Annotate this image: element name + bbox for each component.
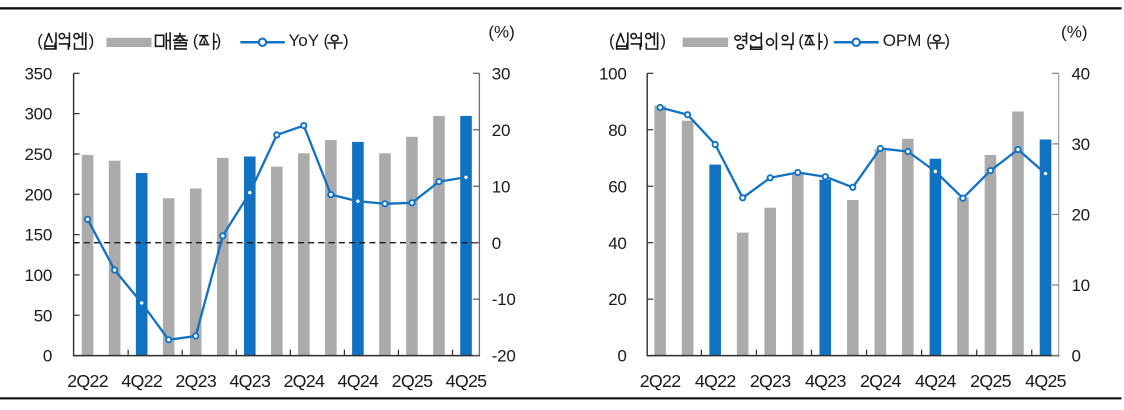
svg-text:40: 40 bbox=[1072, 64, 1090, 83]
svg-text:-10: -10 bbox=[492, 290, 516, 309]
svg-text:4Q23: 4Q23 bbox=[229, 371, 271, 391]
svg-text:250: 250 bbox=[25, 145, 52, 164]
svg-text:2Q25: 2Q25 bbox=[970, 371, 1012, 391]
svg-text:2Q22: 2Q22 bbox=[640, 371, 681, 391]
svg-text:60: 60 bbox=[608, 177, 626, 196]
svg-text:2Q22: 2Q22 bbox=[67, 371, 108, 391]
svg-text:0: 0 bbox=[43, 347, 52, 366]
svg-text:4Q22: 4Q22 bbox=[695, 371, 736, 391]
svg-text:): ) bbox=[89, 31, 95, 50]
svg-text:0: 0 bbox=[1072, 347, 1081, 366]
svg-text:): ) bbox=[660, 31, 666, 50]
svg-text:50: 50 bbox=[34, 306, 52, 325]
svg-text:): ) bbox=[343, 31, 349, 50]
svg-text:2Q23: 2Q23 bbox=[175, 371, 217, 391]
svg-text:30: 30 bbox=[492, 64, 510, 83]
svg-text:(: ( bbox=[37, 31, 43, 50]
svg-text:10: 10 bbox=[1072, 276, 1090, 295]
svg-text:4Q22: 4Q22 bbox=[121, 371, 162, 391]
svg-text:4Q24: 4Q24 bbox=[915, 371, 957, 391]
svg-text:(%): (%) bbox=[488, 22, 514, 41]
svg-text:200: 200 bbox=[25, 185, 52, 204]
svg-text:YoY (: YoY ( bbox=[289, 31, 330, 50]
svg-text:(%): (%) bbox=[1061, 22, 1087, 41]
svg-text:0: 0 bbox=[617, 347, 626, 366]
svg-text:80: 80 bbox=[608, 121, 626, 140]
svg-text:OPM (: OPM ( bbox=[883, 31, 932, 50]
svg-text:4Q23: 4Q23 bbox=[805, 371, 847, 391]
svg-text:4Q24: 4Q24 bbox=[338, 371, 380, 391]
svg-text:350: 350 bbox=[25, 64, 52, 83]
svg-text:300: 300 bbox=[25, 105, 52, 124]
svg-text:): ) bbox=[944, 31, 950, 50]
svg-text:): ) bbox=[823, 31, 829, 50]
svg-text:2Q24: 2Q24 bbox=[860, 371, 902, 391]
svg-text:-20: -20 bbox=[492, 347, 516, 366]
svg-text:4Q25: 4Q25 bbox=[446, 371, 488, 391]
svg-text:20: 20 bbox=[492, 121, 510, 140]
svg-text:): ) bbox=[216, 31, 222, 50]
svg-text:(: ( bbox=[798, 31, 804, 50]
svg-text:100: 100 bbox=[599, 64, 626, 83]
svg-text:30: 30 bbox=[1072, 135, 1090, 154]
svg-text:20: 20 bbox=[1072, 206, 1090, 225]
svg-text:4Q25: 4Q25 bbox=[1025, 371, 1067, 391]
svg-text:2Q24: 2Q24 bbox=[283, 371, 325, 391]
svg-text:40: 40 bbox=[608, 234, 626, 253]
svg-text:150: 150 bbox=[25, 226, 52, 245]
svg-text:2Q23: 2Q23 bbox=[750, 371, 792, 391]
svg-text:100: 100 bbox=[25, 266, 52, 285]
svg-text:20: 20 bbox=[608, 290, 626, 309]
svg-text:0: 0 bbox=[492, 234, 501, 253]
svg-text:10: 10 bbox=[492, 177, 510, 196]
svg-text:(: ( bbox=[193, 31, 199, 50]
svg-text:(: ( bbox=[609, 31, 615, 50]
svg-text:2Q25: 2Q25 bbox=[392, 371, 434, 391]
